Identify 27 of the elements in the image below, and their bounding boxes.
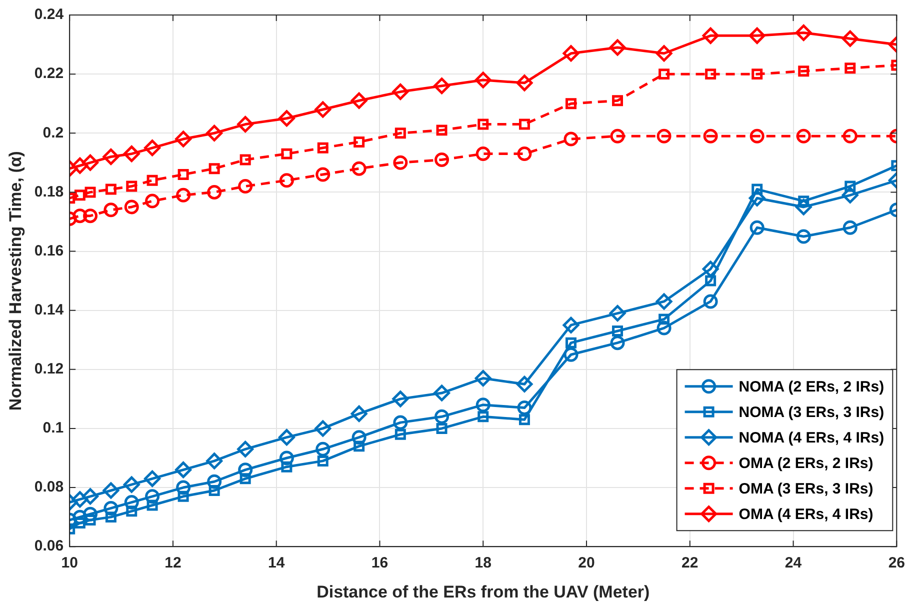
y-tick-label: 0.08	[34, 478, 64, 496]
x-tick-label: 20	[578, 554, 595, 572]
y-tick-label: 0.1	[42, 420, 64, 437]
x-tick-label: 14	[268, 554, 286, 572]
y-tick-label: 0.16	[34, 242, 64, 260]
legend-label: OMA (3 ERs, 3 IRs)	[738, 480, 874, 498]
x-tick-label: 22	[682, 554, 698, 572]
y-tick-label: 0.18	[34, 183, 64, 200]
x-tick-label: 26	[888, 554, 905, 572]
x-tick-label: 10	[61, 554, 78, 572]
legend-label: OMA (2 ERs, 2 IRs)	[738, 454, 874, 472]
x-tick-label: 12	[164, 554, 182, 572]
legend-label: NOMA (4 ERs, 4 IRs)	[738, 429, 884, 446]
y-tick-label: 0.14	[34, 301, 64, 318]
x-tick-label: 16	[371, 554, 388, 572]
y-tick-label: 0.12	[34, 360, 64, 378]
legend-label: OMA (4 ERs, 4 IRs)	[738, 506, 874, 523]
legend-label: NOMA (3 ERs, 3 IRs)	[738, 404, 884, 421]
x-tick-label: 18	[474, 554, 492, 572]
y-axis-title: Normalized Harvesting Time, (α)	[6, 151, 25, 411]
y-tick-label: 0.2	[42, 124, 64, 142]
y-tick-label: 0.22	[34, 65, 64, 82]
legend-label: NOMA (2 ERs, 2 IRs)	[738, 378, 884, 396]
y-tick-label: 0.24	[34, 6, 64, 24]
x-tick-label: 24	[784, 554, 802, 572]
x-axis-title: Distance of the ERs from the UAV (Meter)	[316, 582, 650, 602]
y-tick-label: 0.06	[34, 538, 64, 555]
